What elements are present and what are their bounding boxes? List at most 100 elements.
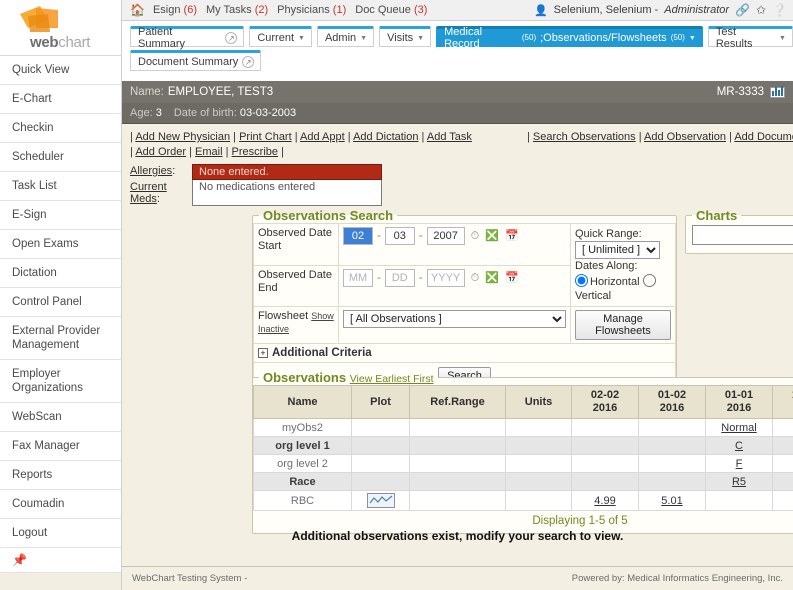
sidebar-item-e-sign[interactable]: E-Sign — [0, 200, 121, 229]
sidebar-item-control-panel[interactable]: Control Panel — [0, 287, 121, 316]
tab-admin[interactable]: Admin ▼ — [316, 26, 375, 47]
action-link-add-observation[interactable]: Add Observation — [644, 131, 726, 143]
sidebar-item-external-provider-management[interactable]: External Provider Management — [0, 316, 121, 359]
brand-logo[interactable]: webchart — [0, 0, 121, 55]
tab-current[interactable]: Current ▼ — [249, 26, 312, 47]
observation-value-link[interactable]: F — [735, 457, 743, 470]
topnav-my-tasks[interactable]: My Tasks (2) — [206, 4, 268, 16]
sidebar-item-quick-view[interactable]: Quick View — [0, 55, 121, 84]
show-inactive-link[interactable]: Show Inactive — [258, 311, 334, 334]
topnav-physicians[interactable]: Physicians (1) — [277, 4, 346, 16]
help-icon[interactable]: ❔ — [772, 3, 787, 17]
current-meds-row: Current Meds: No medications entered — [130, 180, 382, 206]
action-link-add-dictation[interactable]: Add Dictation — [353, 131, 419, 143]
dates-along-horizontal-radio[interactable] — [575, 274, 588, 287]
patient-demographics-bar: Age: 3 Date of birth: 03-03-2003 — [122, 103, 793, 124]
sidebar-item-fax-manager[interactable]: Fax Manager — [0, 431, 121, 460]
observation-value-cell: 4.99 — [571, 490, 639, 511]
additional-criteria-label: Additional Criteria — [272, 347, 372, 359]
tab-visits[interactable]: Visits ▼ — [379, 26, 432, 47]
home-icon[interactable]: 🏠 — [130, 3, 145, 17]
topnav-doc-queue[interactable]: Doc Queue (3) — [355, 4, 427, 16]
sidebar-item-coumadin[interactable]: Coumadin — [0, 489, 121, 518]
clear-icon[interactable]: ❎ — [485, 230, 500, 242]
sidebar-item-employer-organizations[interactable]: Employer Organizations — [0, 359, 121, 402]
manage-flowsheets-button[interactable]: Manage Flowsheets — [575, 310, 671, 340]
action-link-add-order[interactable]: Add Order — [135, 146, 187, 158]
observation-value-link[interactable]: Normal — [721, 421, 757, 434]
action-link-add-new-physician[interactable]: Add New Physician — [135, 131, 231, 143]
allergies-label[interactable]: Allergies: — [130, 165, 176, 177]
bar-chart-icon[interactable] — [770, 85, 785, 98]
calendar-icon[interactable]: 📅 — [505, 230, 519, 242]
sidebar-item-webscan[interactable]: WebScan — [0, 402, 121, 431]
chevron-down-icon[interactable]: ▼ — [298, 35, 305, 42]
end-day-input[interactable] — [384, 268, 415, 287]
sidebar-item-task-list[interactable]: Task List — [0, 171, 121, 200]
charts-select[interactable] — [692, 225, 793, 245]
action-link-add-document[interactable]: Add Document — [734, 131, 793, 143]
line-chart-icon[interactable] — [366, 493, 395, 508]
observation-value-cell: Normal — [705, 418, 773, 437]
clear-icon[interactable]: ❎ — [485, 271, 500, 284]
obs-date-column-header: 01-01 2016 — [705, 385, 773, 419]
observation-value-link[interactable]: R5 — [731, 475, 747, 488]
tab-medical-record[interactable]: Medical Record (50) ;Observations/Flowshee… — [436, 26, 703, 50]
action-link-add-task[interactable]: Add Task — [426, 131, 472, 143]
action-links-row-2: | Add Order | Email | Prescribe | — [130, 146, 284, 158]
tab-patient-summary[interactable]: Patient Summary ↗ — [130, 26, 245, 50]
current-meds-label[interactable]: Current Meds: — [130, 181, 167, 205]
observation-value-link[interactable]: 5.01 — [661, 494, 683, 507]
action-link-add-appt[interactable]: Add Appt — [300, 131, 345, 143]
top-bar-user-area: 👤 Selenium, Selenium - Administrator 🔗 ✩… — [534, 3, 787, 17]
end-year-input[interactable] — [426, 268, 465, 287]
clock-icon[interactable]: ⏱ — [470, 230, 480, 242]
start-month-input[interactable] — [343, 227, 373, 245]
action-link-email[interactable]: Email — [195, 146, 223, 158]
tab-strip: Patient Summary ↗ Current ▼ Admin ▼ Visits ▼ Med… — [122, 22, 793, 80]
start-day-input[interactable] — [384, 227, 415, 245]
sidebar-item-checkin[interactable]: Checkin — [0, 113, 121, 142]
tab-test-results[interactable]: Test Results ▼ — [707, 26, 793, 50]
sidebar-item-open-exams[interactable]: Open Exams — [0, 229, 121, 258]
chevron-down-icon[interactable]: ▼ — [688, 35, 696, 42]
action-link-print-chart[interactable]: Print Chart — [239, 131, 292, 143]
sidebar-item-logout[interactable]: Logout — [0, 518, 121, 547]
clock-icon[interactable]: ⏱ — [470, 271, 480, 284]
tab-label: Current — [257, 31, 295, 44]
link-icon[interactable]: 🔗 — [735, 3, 750, 17]
sidebar-item-reports[interactable]: Reports — [0, 460, 121, 489]
calendar-icon[interactable]: 📅 — [505, 271, 519, 284]
observation-plot-cell — [351, 472, 410, 491]
flowsheet-select[interactable]: [ All Observations ] — [343, 310, 566, 328]
action-link-prescribe[interactable]: Prescribe — [231, 146, 279, 158]
tab-document-summary[interactable]: Document Summary ↗ — [130, 50, 262, 71]
observation-value-cell — [638, 472, 706, 491]
chevron-down-icon[interactable]: ▼ — [417, 35, 425, 42]
end-month-input[interactable] — [343, 268, 373, 287]
observation-value-link[interactable]: 4.99 — [594, 494, 616, 507]
brand-word-chart: chart — [58, 34, 91, 51]
sidebar-item-dictation[interactable]: Dictation — [0, 258, 121, 287]
action-link-search-observations[interactable]: Search Observations — [532, 131, 636, 143]
wand-icon[interactable]: ✩ — [755, 3, 767, 17]
chevron-down-icon[interactable]: ▼ — [360, 35, 368, 42]
chevron-down-icon[interactable]: ▼ — [779, 35, 786, 42]
start-year-input[interactable] — [426, 227, 465, 245]
additional-criteria-cell[interactable]: + Additional Criteria — [253, 343, 676, 363]
sidebar-item-e-chart[interactable]: E-Chart — [0, 84, 121, 113]
dates-along-vertical-radio[interactable] — [642, 274, 656, 287]
topnav-esign[interactable]: Esign (6) — [153, 4, 197, 16]
expand-plus-icon[interactable]: + — [258, 348, 268, 358]
sidebar-item-scheduler[interactable]: Scheduler — [0, 142, 121, 171]
brand-wordmark: webchart — [30, 34, 90, 51]
view-earliest-first-link[interactable]: View Earliest First — [349, 373, 434, 385]
patient-banner: Name: EMPLOYEE, TEST3 MR-3333 — [122, 81, 793, 103]
patient-dob-label: Date of birth: — [173, 107, 237, 119]
popout-icon[interactable]: ↗ — [242, 55, 255, 68]
observation-value-link[interactable]: C — [735, 439, 743, 452]
sidebar-pin-toggle[interactable]: 📌 — [0, 547, 121, 572]
quick-range-select[interactable]: [ Unlimited ] — [575, 241, 660, 259]
popout-icon[interactable]: ↗ — [225, 31, 238, 44]
